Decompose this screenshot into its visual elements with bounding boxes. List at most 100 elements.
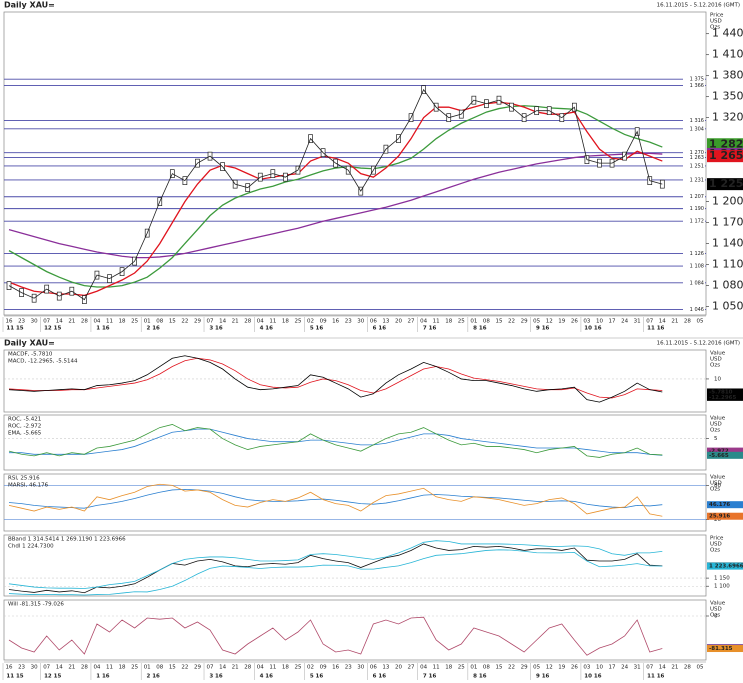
- x-tick-label: 16: [6, 319, 13, 325]
- x-tick-label: 16: [332, 665, 339, 671]
- x-tick-label: 14: [56, 665, 63, 671]
- series-line: [8, 424, 663, 458]
- x-tick-label: 28: [684, 319, 691, 325]
- x-tick-label: 08: [483, 319, 490, 325]
- month-label: 3 16: [209, 326, 223, 332]
- level-label-bg: [683, 193, 705, 200]
- month-label: 12 15: [44, 674, 61, 680]
- x-tick-label: 29: [194, 665, 201, 671]
- month-label: 12 15: [44, 326, 61, 332]
- value-box: [707, 178, 743, 191]
- month-label: 6 16: [373, 326, 387, 332]
- x-tick-label: 19: [558, 319, 565, 325]
- y-tick-label: 0: [714, 614, 718, 620]
- axis-unit: USD: [710, 542, 722, 548]
- value-box: [707, 451, 743, 459]
- x-tick-label: 10: [596, 665, 603, 671]
- value-box: [707, 512, 743, 520]
- x-tick-label: 02: [307, 319, 314, 325]
- x-tick-label: 16: [6, 665, 13, 671]
- x-tick-label: 21: [68, 665, 75, 671]
- legend-entry: RSI, 25.916: [8, 476, 40, 482]
- panel-frame: [3, 534, 707, 597]
- x-tick-label: 15: [495, 665, 502, 671]
- x-tick-label: 20: [395, 665, 402, 671]
- legend-entry: MACD, -12.2965, -5.5144: [8, 359, 78, 365]
- header-title: Daily XAU=: [4, 1, 55, 10]
- series-line: [8, 355, 663, 403]
- x-tick-label: 21: [232, 665, 239, 671]
- value-box-label: 1 265: [709, 149, 743, 162]
- x-tick-label: 23: [18, 319, 25, 325]
- x-tick-label: 28: [81, 665, 88, 671]
- level-label-bg: [683, 149, 705, 156]
- axis-unit: USD: [710, 422, 722, 428]
- level-label: 1 270: [690, 150, 704, 156]
- axis-unit: USD: [710, 607, 722, 613]
- legend-entry: Chdl 1 224.7300: [8, 544, 54, 550]
- legend-entry: Will -81.315 -79.026: [8, 602, 64, 608]
- x-tick-label: 15: [169, 319, 176, 325]
- x-tick-label: 04: [93, 319, 100, 325]
- x-tick-label: 23: [345, 665, 352, 671]
- header-range: 16.11.2015 - 5.12.2016 (GMT): [657, 341, 740, 347]
- x-tick-label: 29: [194, 319, 201, 325]
- x-tick-label: 20: [395, 319, 402, 325]
- x-tick-label: 14: [219, 319, 226, 325]
- x-tick-label: 28: [81, 319, 88, 325]
- x-tick-label: 05: [697, 319, 704, 325]
- x-tick-label: 21: [232, 319, 239, 325]
- x-tick-label: 08: [156, 665, 163, 671]
- x-tick-label: 25: [294, 665, 301, 671]
- series-line: [8, 540, 663, 589]
- candle: [6, 281, 12, 290]
- value-box-label: 1 282: [709, 137, 743, 150]
- level-label-bg: [683, 218, 705, 225]
- month-label: 9 16: [536, 674, 550, 680]
- y-tick-label: 1 100: [714, 584, 730, 590]
- series-line: [8, 543, 663, 594]
- x-tick-label: 04: [257, 319, 264, 325]
- x-tick-label: 18: [282, 319, 289, 325]
- y-tick-label: 1 110: [712, 258, 743, 271]
- header-range: 16.11.2015 - 5.12.2016 (GMT): [657, 3, 740, 9]
- x-tick-label: 16: [332, 319, 339, 325]
- level-label-bg: [683, 306, 705, 313]
- x-tick-label: 09: [320, 319, 327, 325]
- x-tick-label: 23: [18, 665, 25, 671]
- x-tick-label: 07: [43, 319, 50, 325]
- y-tick-label: 1 440: [712, 27, 743, 40]
- x-tick-label: 01: [470, 665, 477, 671]
- series-line: [8, 101, 663, 297]
- value-box: [707, 501, 743, 509]
- axis-unit: Value: [710, 416, 726, 422]
- month-label: 1 16: [96, 674, 110, 680]
- y-tick-label: 5: [714, 436, 718, 442]
- level-label-bg: [683, 82, 705, 89]
- x-tick-label: 19: [558, 665, 565, 671]
- x-tick-label: 23: [345, 319, 352, 325]
- x-tick-label: 18: [445, 665, 452, 671]
- legend-entry: ROC, -2.972: [8, 424, 41, 430]
- y-tick-label: 1 150: [714, 576, 730, 582]
- level-label: 1 126: [690, 251, 704, 257]
- month-label: 2 16: [146, 326, 160, 332]
- month-label: 4 16: [260, 326, 274, 332]
- month-label: 1 16: [96, 326, 110, 332]
- x-tick-label: 11: [269, 665, 276, 671]
- month-label: 8 16: [473, 326, 487, 332]
- x-tick-label: 31: [634, 665, 641, 671]
- month-label: 7 16: [423, 674, 437, 680]
- month-label: 10 16: [584, 326, 601, 332]
- month-label: 10 16: [584, 674, 601, 680]
- level-label-bg: [683, 250, 705, 257]
- value-box-label: 1 223.6966: [709, 564, 743, 570]
- x-tick-label: 07: [207, 319, 214, 325]
- level-label: 1 207: [690, 194, 704, 200]
- x-tick-label: 12: [546, 319, 553, 325]
- x-tick-label: 21: [671, 319, 678, 325]
- x-tick-label: 11: [433, 319, 440, 325]
- x-tick-label: 26: [571, 319, 578, 325]
- x-tick-label: 28: [244, 665, 251, 671]
